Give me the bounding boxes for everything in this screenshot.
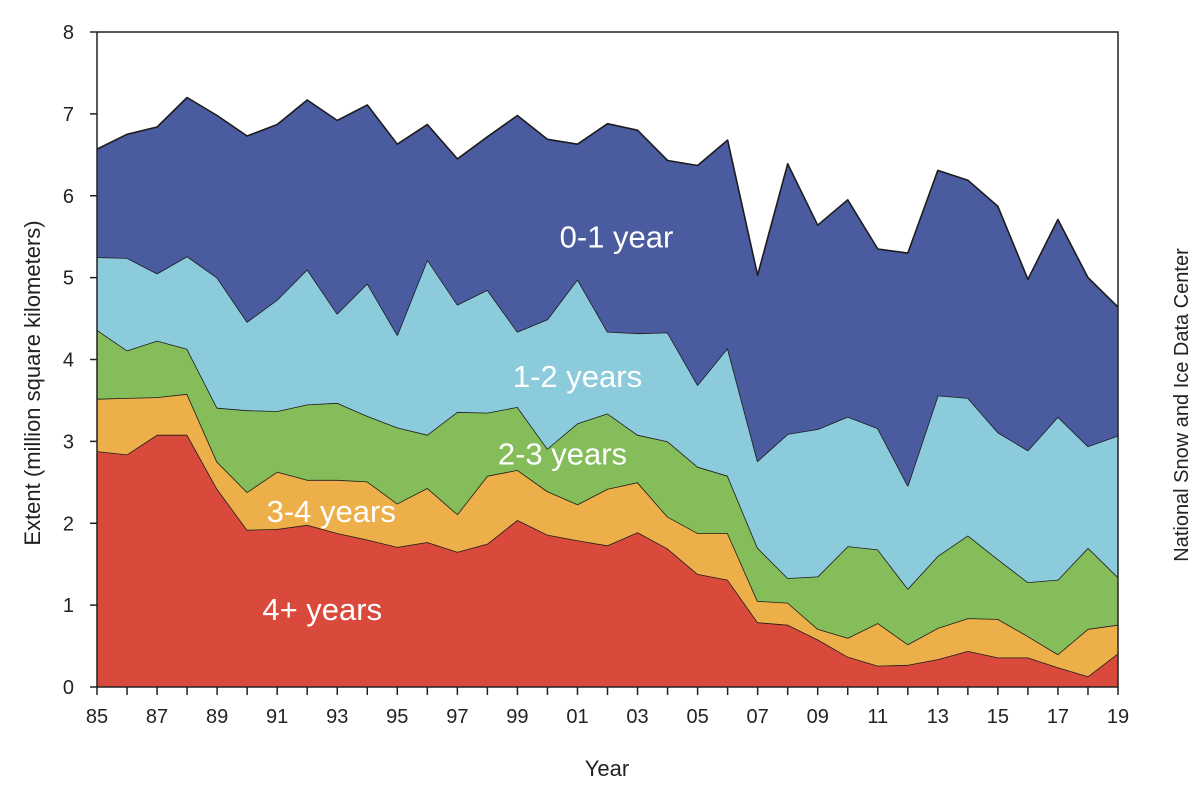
y-tick-label: 7 xyxy=(63,104,74,126)
x-tick-label: 99 xyxy=(506,706,528,728)
x-tick-label: 11 xyxy=(867,706,888,728)
y-tick-label: 8 xyxy=(63,22,74,44)
x-tick-label: 95 xyxy=(386,706,408,728)
band-label-3-4-years: 3-4 years xyxy=(267,494,396,529)
band-label-1-2-years: 1-2 years xyxy=(513,359,642,394)
x-axis: 85 87 89 91 93 95 97 99 01 03 05 07 09 11 13 15 17 19 xyxy=(86,687,1129,728)
y-axis-title: Extent (million square kilometers) xyxy=(20,220,45,545)
source-credit: National Snow and Ice Data Center xyxy=(1171,248,1193,562)
x-tick-label: 03 xyxy=(626,706,648,728)
x-tick-label: 05 xyxy=(686,706,708,728)
x-tick-label: 19 xyxy=(1107,706,1129,728)
x-tick-label: 87 xyxy=(146,706,168,728)
x-tick-label: 93 xyxy=(326,706,348,728)
y-tick-label: 3 xyxy=(63,431,74,453)
area-4-years xyxy=(97,434,1118,687)
x-tick-label: 89 xyxy=(206,706,228,728)
area-1-2-years xyxy=(97,256,1118,589)
x-tick-label: 85 xyxy=(86,706,108,728)
boundary-line-0-1-year xyxy=(96,96,1119,308)
y-tick-label: 2 xyxy=(63,513,74,535)
y-tick-label: 5 xyxy=(63,268,74,290)
x-tick-label: 01 xyxy=(566,706,588,728)
x-tick-label: 09 xyxy=(807,706,829,728)
y-tick-label: 0 xyxy=(63,677,74,699)
x-tick-label: 13 xyxy=(927,706,949,728)
x-tick-label: 91 xyxy=(266,706,288,728)
y-tick-label: 6 xyxy=(63,186,74,208)
y-tick-label: 1 xyxy=(63,595,74,617)
x-tick-label: 17 xyxy=(1047,706,1069,728)
x-tick-label: 07 xyxy=(747,706,769,728)
band-label-0-1-year: 0-1 year xyxy=(560,220,674,255)
y-tick-label: 4 xyxy=(63,350,74,372)
area-layers xyxy=(96,96,1119,687)
area-3-4-years xyxy=(97,393,1118,677)
area-2-3-years xyxy=(97,330,1118,655)
y-axis: 0 1 2 3 4 5 6 7 8 xyxy=(63,22,97,699)
x-tick-label: 97 xyxy=(446,706,468,728)
area-0-1-year xyxy=(97,97,1118,486)
band-label-2-3-years: 2-3 years xyxy=(498,437,627,472)
band-labels: 4+ years 3-4 years 2-3 years 1-2 years 0-1 y… xyxy=(262,220,673,628)
x-axis-title: Year xyxy=(585,756,629,781)
x-tick-label: 15 xyxy=(987,706,1009,728)
band-label-4-years: 4+ years xyxy=(262,592,382,627)
